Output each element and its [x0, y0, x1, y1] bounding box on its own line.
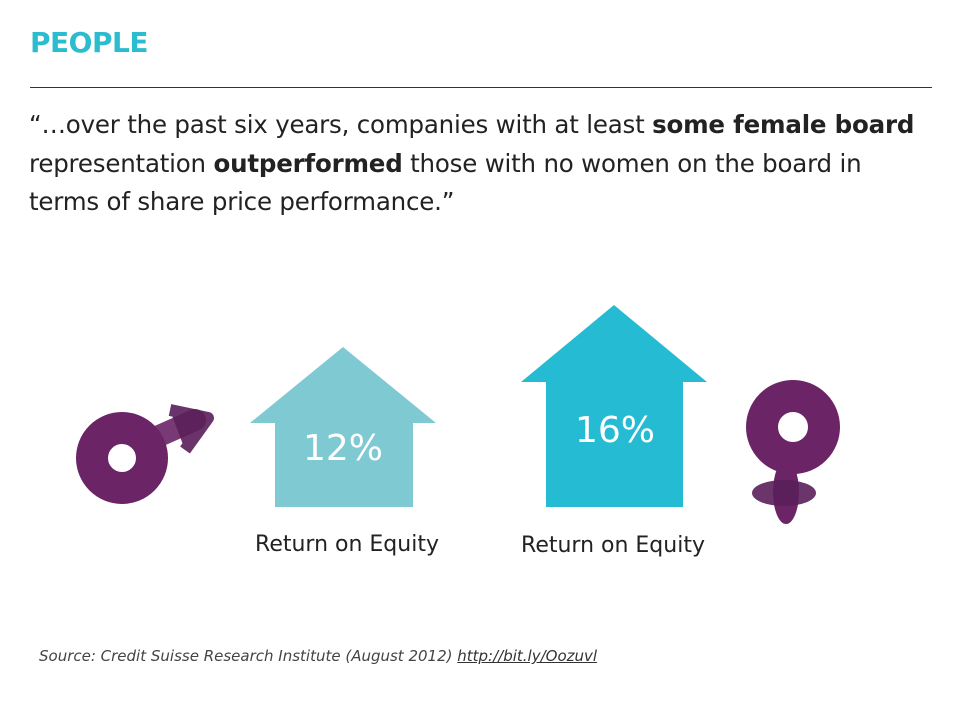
quote-text: “…over the past six years, companies wit…: [29, 110, 653, 139]
female-arrow-up: [521, 305, 707, 507]
quote-text: those with no women on the board in term…: [29, 148, 862, 217]
quote: “…over the past six years, companies wit…: [29, 106, 929, 222]
male-roe-value: 12%: [302, 428, 383, 469]
source-text: Source: Credit Suisse Research Institute…: [39, 647, 458, 665]
female-roe-value: 16%: [574, 410, 655, 451]
divider: [30, 87, 932, 88]
male-roe-label: Return on Equity: [255, 532, 439, 557]
male-arrow-up: [250, 347, 436, 507]
female-roe-label: Return on Equity: [521, 533, 705, 558]
source-citation: Source: Credit Suisse Research Institute…: [39, 647, 597, 665]
page-title: PEOPLE: [30, 26, 148, 59]
quote-bold: some female board: [652, 110, 915, 139]
quote-text: representation: [29, 148, 214, 178]
quote-bold: outperformed: [213, 148, 403, 178]
female-symbol-icon: [746, 380, 840, 524]
male-symbol-icon: [76, 404, 214, 504]
source-link[interactable]: http://bit.ly/Oozuvl: [457, 647, 598, 665]
